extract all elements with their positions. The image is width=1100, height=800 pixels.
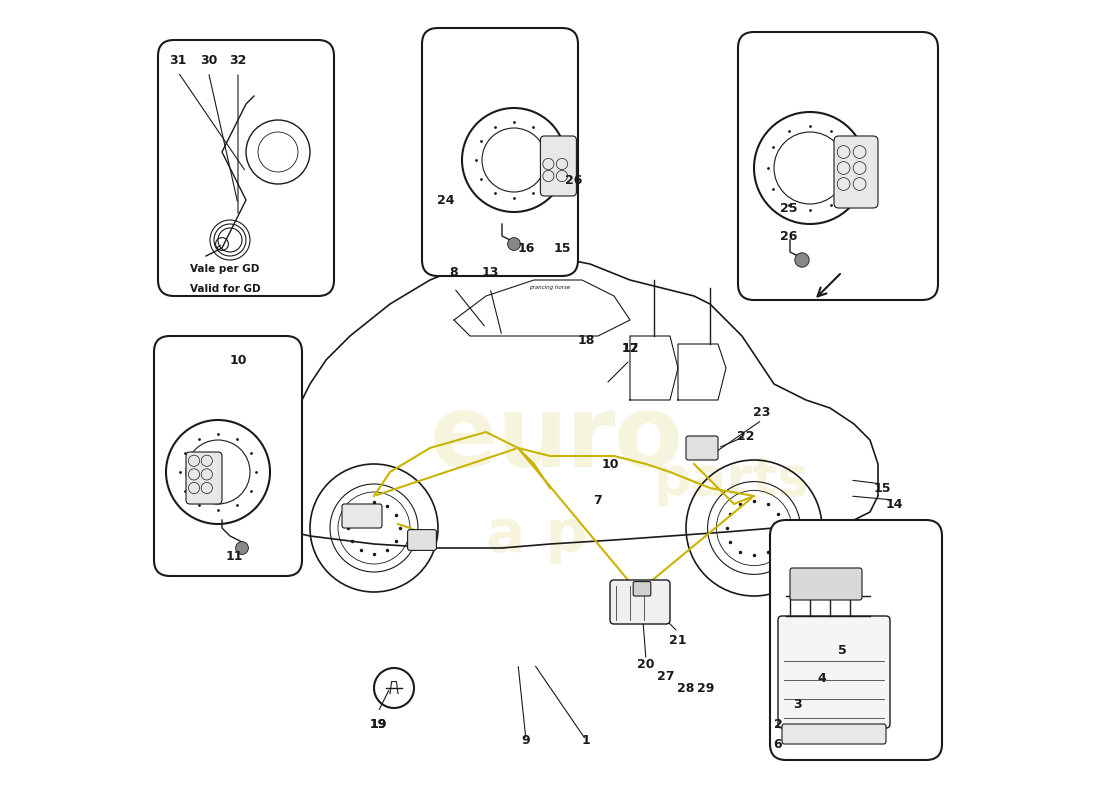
- Text: 10: 10: [602, 458, 618, 470]
- Text: 28: 28: [678, 682, 695, 694]
- Text: 25: 25: [780, 202, 798, 215]
- Text: 21: 21: [669, 634, 686, 646]
- Text: a p: a p: [486, 507, 587, 565]
- Circle shape: [507, 238, 520, 250]
- Text: 7: 7: [594, 494, 603, 506]
- Text: 17: 17: [621, 342, 639, 354]
- Text: eu: eu: [430, 391, 569, 489]
- Text: Valid for GD: Valid for GD: [190, 284, 261, 294]
- Circle shape: [795, 253, 810, 267]
- FancyBboxPatch shape: [422, 28, 578, 276]
- Text: 15: 15: [553, 242, 571, 255]
- FancyBboxPatch shape: [834, 136, 878, 208]
- Text: 24: 24: [438, 194, 454, 207]
- Text: prancing horse: prancing horse: [529, 286, 571, 290]
- Text: 23: 23: [754, 406, 771, 418]
- Text: 19: 19: [370, 718, 387, 730]
- FancyBboxPatch shape: [186, 452, 222, 504]
- Text: 5: 5: [837, 645, 846, 658]
- Text: 6: 6: [773, 738, 782, 751]
- Text: 16: 16: [517, 242, 535, 255]
- Text: 26: 26: [565, 174, 583, 187]
- Text: 22: 22: [737, 430, 755, 442]
- Text: 15: 15: [873, 482, 891, 494]
- Circle shape: [235, 542, 249, 554]
- FancyBboxPatch shape: [782, 724, 886, 744]
- Text: 27: 27: [658, 670, 674, 682]
- FancyBboxPatch shape: [738, 32, 938, 300]
- Text: 4: 4: [817, 672, 826, 685]
- FancyBboxPatch shape: [790, 568, 862, 600]
- Text: 13: 13: [482, 266, 498, 278]
- Text: 18: 18: [578, 334, 595, 346]
- FancyBboxPatch shape: [342, 504, 382, 528]
- Text: 9: 9: [521, 734, 530, 746]
- Text: ro: ro: [566, 391, 684, 489]
- Text: 30: 30: [200, 54, 217, 67]
- Text: Vale per GD: Vale per GD: [190, 264, 260, 274]
- FancyBboxPatch shape: [408, 530, 437, 550]
- FancyBboxPatch shape: [634, 582, 651, 596]
- Text: 8: 8: [450, 266, 459, 278]
- FancyBboxPatch shape: [610, 580, 670, 624]
- FancyBboxPatch shape: [770, 520, 942, 760]
- Text: 32: 32: [229, 54, 246, 67]
- Text: 10: 10: [230, 354, 248, 367]
- FancyBboxPatch shape: [154, 336, 302, 576]
- Text: parts: parts: [654, 454, 810, 506]
- Text: 1: 1: [582, 734, 591, 746]
- Text: 31: 31: [169, 54, 187, 67]
- FancyBboxPatch shape: [540, 136, 576, 196]
- Text: 12: 12: [621, 342, 639, 354]
- Text: 14: 14: [886, 498, 903, 510]
- Text: 2: 2: [773, 718, 782, 731]
- Text: 29: 29: [697, 682, 715, 694]
- Text: 20: 20: [637, 658, 654, 670]
- Text: 26: 26: [780, 230, 798, 243]
- Text: 19: 19: [370, 718, 387, 730]
- Text: 3: 3: [794, 698, 802, 711]
- FancyBboxPatch shape: [686, 436, 718, 460]
- FancyBboxPatch shape: [778, 616, 890, 728]
- Text: 11: 11: [226, 550, 243, 563]
- FancyBboxPatch shape: [158, 40, 334, 296]
